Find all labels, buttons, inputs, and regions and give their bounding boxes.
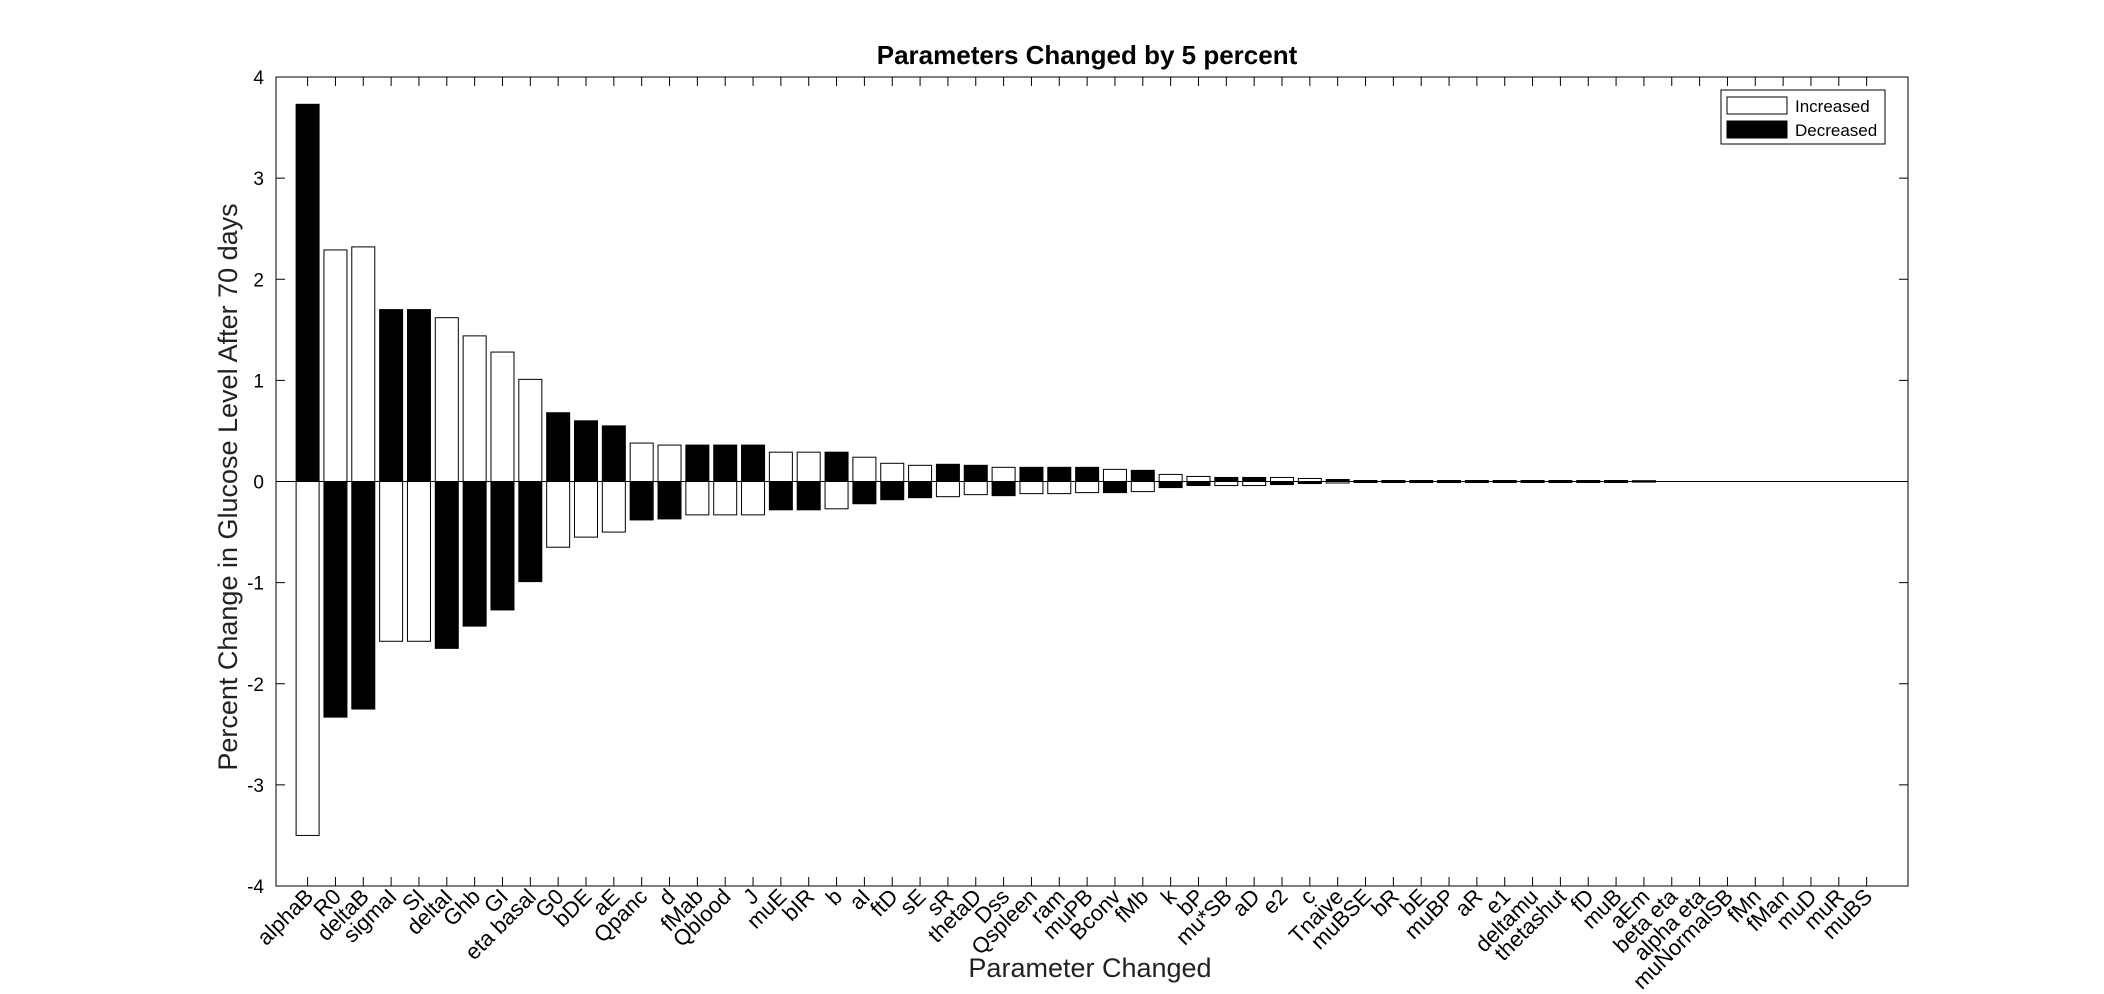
bar-decreased-aD [1242, 476, 1267, 482]
bar-decreased-Qpanc [629, 481, 654, 521]
bar-decreased-fMab [685, 444, 710, 482]
bar-decreased-Dss [991, 481, 1016, 497]
legend-swatch-decreased [1726, 120, 1788, 139]
legend-swatch-increased [1726, 96, 1788, 115]
bar-increased-sE [908, 464, 933, 483]
bar-increased-fMb [1130, 481, 1155, 493]
bar-increased-aI [852, 456, 877, 483]
x-tick-label: fMb [1110, 884, 1154, 928]
bar-decreased-sR [935, 463, 960, 482]
y-tick-label: 4 [253, 68, 264, 89]
bar-increased-SI [406, 481, 431, 642]
bar-increased-aE [601, 481, 626, 533]
bar-increased-k [1158, 473, 1183, 483]
y-axis-label: Percent Change in Glucose Level After 70… [213, 203, 243, 770]
bar-decreased-GI [490, 481, 515, 611]
bar-decreased-bP [1186, 481, 1211, 487]
y-tick-label: -1 [247, 574, 264, 595]
bar-increased-thetaD [963, 481, 988, 496]
bar-decreased-ftD [880, 481, 905, 501]
bar-increased-R0 [323, 249, 348, 482]
bar-increased-bIR [796, 451, 821, 482]
bar-decreased-bIR [796, 481, 821, 511]
bar-increased-mu-SB [1214, 481, 1239, 487]
y-tick-label: -3 [247, 776, 264, 797]
chart-title: Parameters Changed by 5 percent [877, 40, 1298, 70]
bar-decreased-aI [852, 481, 877, 505]
bar-increased-muPB [1075, 481, 1100, 494]
bar-increased-bP [1186, 475, 1211, 483]
legend-label-decreased: Decreased [1795, 121, 1877, 140]
bar-decreased-alphaB [295, 103, 320, 483]
bar-decreased-b [824, 451, 849, 482]
bar-increased-G0 [546, 481, 571, 548]
bar-decreased-fMb [1130, 469, 1155, 483]
x-tick-label: bIR [777, 884, 819, 926]
bar-increased-Dss [991, 466, 1016, 482]
bar-increased-GI [490, 351, 515, 482]
bar-increased-fMab [685, 481, 710, 516]
bar-decreased-Qspleen [1019, 466, 1044, 482]
bar-decreased-G0 [546, 412, 571, 482]
y-tick-label: -2 [247, 675, 264, 696]
bar-increased-Qspleen [1019, 481, 1044, 495]
bar-increased-sR [935, 481, 960, 498]
y-tick-label: 1 [253, 371, 264, 392]
bar-increased-Qpanc [629, 442, 654, 483]
bar-increased-d [657, 444, 682, 482]
bar-decreased-J [741, 444, 766, 482]
y-tick-label: 3 [253, 169, 264, 190]
y-axis: -4 -3 -2 -1 0 1 2 3 4 [247, 68, 1908, 898]
bar-decreased-deltaI [434, 481, 459, 649]
bar-decreased-k [1158, 481, 1183, 489]
bar-increased-Qblood [713, 481, 738, 516]
y-tick-label: -4 [247, 877, 264, 898]
bar-decreased-aE [601, 425, 626, 483]
bar-decreased-bDE [574, 420, 598, 483]
legend: Increased Decreased [1720, 89, 1886, 145]
bar-increased-J [741, 481, 766, 516]
bar-decreased-thetaD [963, 464, 988, 483]
bar-decreased-mu-SB [1214, 476, 1239, 482]
bar-decreased-muPB [1075, 466, 1100, 482]
bar-decreased-eta-basal [518, 481, 543, 583]
bar-increased-alphaB [295, 481, 320, 836]
bar-decreased-sigmaI [379, 309, 404, 482]
bar-increased-Ghb [462, 335, 487, 482]
bars-group [295, 103, 1656, 836]
bar-increased-deltaI [434, 317, 459, 482]
bar-decreased-ram [1047, 466, 1072, 482]
bar-increased-muE [768, 451, 793, 482]
y-tick-label: 2 [253, 270, 264, 291]
bar-decreased-sE [908, 481, 933, 499]
bar-decreased-R0 [323, 481, 348, 718]
bar-decreased-d [657, 481, 682, 520]
legend-label-increased: Increased [1795, 97, 1870, 116]
bar-decreased-muE [768, 481, 793, 511]
bar-increased-b [824, 481, 849, 510]
bar-decreased-SI [406, 309, 431, 482]
bar-increased-aD [1242, 481, 1267, 487]
bar-increased-eta-basal [518, 378, 543, 482]
y-tick-label: 0 [253, 473, 264, 494]
bar-decreased-Bconv [1102, 481, 1127, 494]
bar-increased-ftD [880, 462, 905, 482]
bar-increased-bDE [574, 481, 598, 538]
bar-decreased-Qblood [713, 444, 738, 482]
bar-increased-Bconv [1102, 468, 1127, 482]
bar-decreased-deltaB [351, 481, 376, 710]
bar-increased-deltaB [351, 246, 376, 482]
x-axis-label: Parameter Changed [968, 953, 1211, 983]
bar-increased-sigmaI [379, 481, 404, 642]
bar-decreased-Ghb [462, 481, 487, 627]
bar-increased-e2 [1270, 476, 1294, 482]
x-tick-label: e2 [1258, 884, 1293, 919]
bar-increased-ram [1047, 481, 1072, 495]
